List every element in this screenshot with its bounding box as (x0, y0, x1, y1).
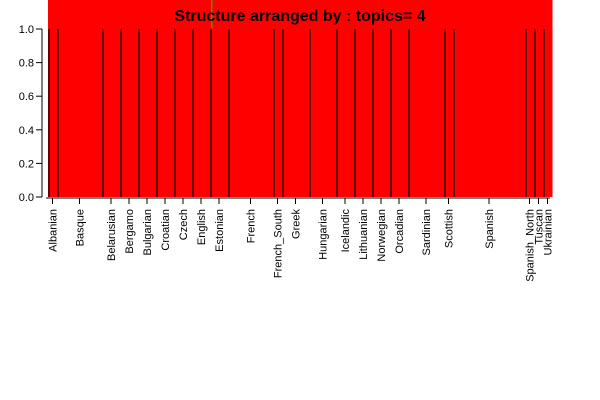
group-label-icelandic: Icelandic (340, 209, 352, 253)
plot-area (48, 0, 553, 197)
group-label-tuscan: Tuscan (534, 209, 546, 245)
bar-belarusian (102, 0, 121, 197)
group-label-bulgarian: Bulgarian (142, 209, 154, 255)
group-label-estonian: Estonian (214, 209, 226, 252)
group-label-croatian: Croatian (160, 209, 172, 251)
bar-icelandic (336, 0, 355, 197)
group-separators (48, 29, 545, 197)
group-label-spanish: Spanish (484, 209, 496, 249)
group-label-spanish_north: Spanish_North (525, 209, 537, 282)
bar-scottish (444, 0, 454, 197)
group-label-ukrainian: Ukrainian (543, 209, 555, 255)
group-label-albanian: Albanian (48, 209, 60, 252)
group-label-english: English (196, 209, 208, 245)
topic-marker (211, 0, 213, 28)
bar-greek (282, 0, 310, 197)
group-label-lithuanian: Lithuanian (358, 209, 370, 260)
bar-spanish (453, 0, 526, 197)
group-label-orcadian: Orcadian (394, 209, 406, 254)
bar-spanish_north (525, 0, 535, 197)
group-label-greek: Greek (291, 209, 303, 239)
group-label-french: French (246, 209, 258, 243)
group-label-scottish: Scottish (444, 209, 456, 248)
y-tick-label: 0.8 (19, 58, 34, 70)
group-label-belarusian: Belarusian (106, 209, 118, 261)
bar-french (228, 0, 274, 197)
bar-english (192, 0, 211, 197)
bar-basque (57, 0, 103, 197)
y-tick-label: 0.4 (19, 125, 34, 137)
x-axis: Albanian Basque Belarusian Bergamo Bulgarian… (46, 197, 555, 282)
group-label-norwegian: Norwegian (376, 209, 388, 262)
bar-french_south (273, 0, 283, 197)
bar-czech (174, 0, 193, 197)
chart-title: Structure arranged by : topics= 4 (174, 8, 425, 25)
bar-sardinian (408, 0, 445, 197)
bar-croatian (156, 0, 175, 197)
bar-tuscan (534, 0, 544, 197)
bar-hungarian (309, 0, 337, 197)
y-tick-label: 0.0 (19, 192, 34, 204)
y-tick-label: 1.0 (19, 24, 34, 36)
bar-ukrainian (543, 0, 553, 197)
y-axis: 0.0 0.2 0.4 0.6 0.8 1.0 (19, 24, 43, 204)
bar-albanian (48, 0, 58, 197)
group-label-basque: Basque (75, 209, 87, 246)
bar-norwegian (372, 0, 391, 197)
group-label-hungarian: Hungarian (318, 209, 330, 260)
bar-bergamo (120, 0, 139, 197)
group-label-czech: Czech (178, 209, 190, 240)
group-label-bergamo: Bergamo (124, 209, 136, 254)
group-label-french_south: French_South (273, 209, 285, 278)
y-tick-label: 0.6 (19, 91, 34, 103)
bar-estonian (210, 0, 229, 197)
bar-lithuanian (354, 0, 373, 197)
y-tick-label: 0.2 (19, 158, 34, 170)
bar-orcadian (390, 0, 409, 197)
group-label-sardinian: Sardinian (421, 209, 433, 255)
bar-bulgarian (138, 0, 157, 197)
